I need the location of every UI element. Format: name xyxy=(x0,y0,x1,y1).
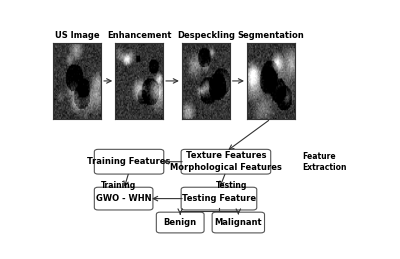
Text: Testing: Testing xyxy=(216,181,247,190)
FancyBboxPatch shape xyxy=(94,187,153,210)
FancyBboxPatch shape xyxy=(212,212,264,233)
Text: Malignant: Malignant xyxy=(214,218,262,227)
Text: Training: Training xyxy=(100,181,136,190)
FancyBboxPatch shape xyxy=(181,187,257,210)
Text: Texture Features
Morphological Features: Texture Features Morphological Features xyxy=(170,151,282,172)
Text: US Image: US Image xyxy=(55,31,100,40)
Text: Testing Feature: Testing Feature xyxy=(182,194,256,203)
Text: Training Features: Training Features xyxy=(87,157,171,166)
Text: Feature
Extraction: Feature Extraction xyxy=(303,152,347,172)
Text: Despeckling: Despeckling xyxy=(177,31,235,40)
FancyBboxPatch shape xyxy=(181,149,271,174)
FancyBboxPatch shape xyxy=(94,149,164,174)
Text: Benign: Benign xyxy=(164,218,197,227)
Text: Enhancement: Enhancement xyxy=(107,31,171,40)
Text: Segmentation: Segmentation xyxy=(238,31,304,40)
Text: GWO - WHN: GWO - WHN xyxy=(96,194,152,203)
FancyBboxPatch shape xyxy=(156,212,204,233)
